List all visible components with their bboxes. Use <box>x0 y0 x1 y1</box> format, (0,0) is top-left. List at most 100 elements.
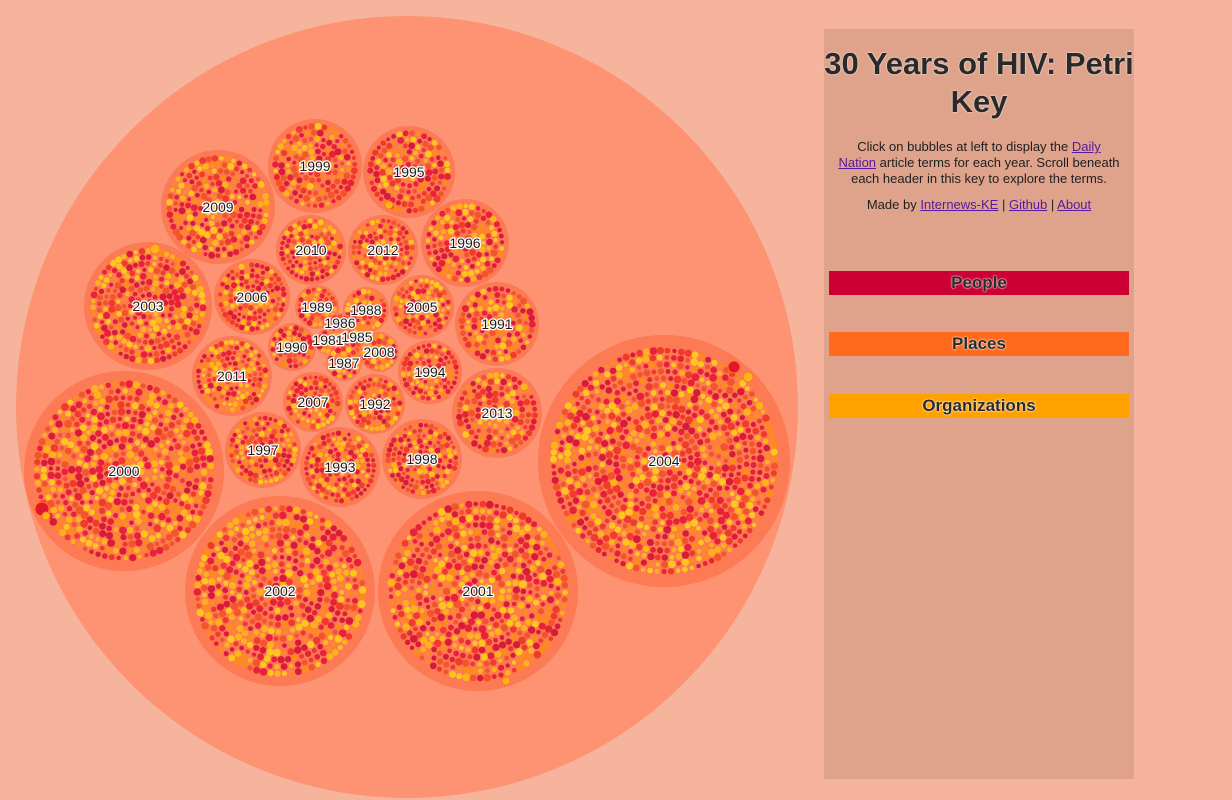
term-dot[interactable] <box>208 578 216 586</box>
term-dot[interactable] <box>608 555 613 560</box>
term-dot[interactable] <box>443 161 451 168</box>
term-dot[interactable] <box>664 347 671 354</box>
term-dot[interactable] <box>97 294 103 301</box>
term-dot[interactable] <box>401 235 406 240</box>
term-dot[interactable] <box>275 461 282 468</box>
term-dot[interactable] <box>499 246 504 251</box>
term-dot[interactable] <box>303 195 310 202</box>
term-dot[interactable] <box>301 292 307 298</box>
term-dot[interactable] <box>485 220 491 226</box>
term-dot[interactable] <box>379 345 385 351</box>
term-dot[interactable] <box>614 397 622 405</box>
term-dot[interactable] <box>388 163 393 168</box>
term-dot[interactable] <box>633 505 640 512</box>
term-dot[interactable] <box>442 186 447 191</box>
term-dot[interactable] <box>372 416 377 421</box>
term-dot[interactable] <box>328 605 335 613</box>
term-dot[interactable] <box>408 619 416 627</box>
term-dot[interactable] <box>224 642 230 648</box>
term-dot[interactable] <box>423 331 428 336</box>
term-dot[interactable] <box>439 297 445 302</box>
term-dot[interactable] <box>164 251 170 257</box>
term-dot[interactable] <box>48 479 55 486</box>
term-dot[interactable] <box>386 242 390 246</box>
term-dot[interactable] <box>455 657 463 666</box>
term-dot[interactable] <box>286 330 292 336</box>
term-dot[interactable] <box>252 376 258 383</box>
term-dot[interactable] <box>40 473 48 481</box>
term-dot[interactable] <box>632 477 640 485</box>
term-dot[interactable] <box>222 587 229 594</box>
term-dot[interactable] <box>495 601 502 608</box>
term-dot[interactable] <box>716 370 723 377</box>
term-dot[interactable] <box>610 531 618 540</box>
term-dot[interactable] <box>282 357 287 361</box>
term-dot[interactable] <box>373 410 379 416</box>
term-dot[interactable] <box>441 320 446 325</box>
term-dot[interactable] <box>608 412 616 420</box>
term-dot[interactable] <box>106 477 113 484</box>
term-dot[interactable] <box>735 421 740 426</box>
term-dot[interactable] <box>236 372 242 378</box>
term-dot[interactable] <box>148 392 157 400</box>
term-dot[interactable] <box>161 490 167 496</box>
term-dot[interactable] <box>282 608 287 613</box>
term-dot[interactable] <box>421 344 426 349</box>
term-dot[interactable] <box>676 444 682 451</box>
term-dot[interactable] <box>287 448 293 454</box>
term-dot[interactable] <box>115 324 122 330</box>
term-dot[interactable] <box>259 507 265 514</box>
term-dot[interactable] <box>614 558 619 563</box>
term-dot[interactable] <box>543 546 549 552</box>
term-dot[interactable] <box>89 549 94 555</box>
term-dot[interactable] <box>381 358 388 364</box>
term-dot[interactable] <box>160 350 165 355</box>
term-dot[interactable] <box>492 304 500 311</box>
term-dot[interactable] <box>561 582 569 589</box>
term-dot[interactable] <box>243 211 251 218</box>
term-dot[interactable] <box>418 365 423 370</box>
term-dot[interactable] <box>410 578 415 584</box>
term-dot[interactable] <box>333 447 338 452</box>
term-dot[interactable] <box>757 462 764 469</box>
term-dot[interactable] <box>258 372 263 376</box>
term-dot[interactable] <box>119 506 125 512</box>
term-dot[interactable] <box>375 276 380 281</box>
term-dot[interactable] <box>400 226 406 231</box>
term-dot[interactable] <box>433 230 439 237</box>
term-dot[interactable] <box>158 262 163 268</box>
term-dot[interactable] <box>156 305 162 312</box>
term-dot[interactable] <box>146 542 155 551</box>
term-dot[interactable] <box>334 457 341 463</box>
term-dot[interactable] <box>312 568 320 576</box>
term-dot[interactable] <box>527 582 533 588</box>
term-dot[interactable] <box>80 445 88 454</box>
term-dot[interactable] <box>209 346 215 352</box>
term-dot[interactable] <box>287 648 295 656</box>
term-dot[interactable] <box>195 234 201 240</box>
term-dot[interactable] <box>338 359 344 365</box>
term-dot[interactable] <box>385 457 392 464</box>
term-dot[interactable] <box>223 300 229 306</box>
term-dot[interactable] <box>473 653 481 661</box>
term-dot[interactable] <box>432 366 438 372</box>
term-dot[interactable] <box>341 452 346 457</box>
term-dot[interactable] <box>337 436 342 441</box>
term-dot[interactable] <box>605 419 610 424</box>
term-dot[interactable] <box>287 336 292 341</box>
term-dot[interactable] <box>289 585 296 592</box>
term-dot[interactable] <box>252 580 257 585</box>
term-dot[interactable] <box>311 129 317 136</box>
term-dot[interactable] <box>84 477 90 483</box>
term-dot[interactable] <box>335 259 341 265</box>
term-dot[interactable] <box>340 441 346 447</box>
term-dot[interactable] <box>525 603 531 609</box>
term-dot[interactable] <box>444 505 453 513</box>
term-dot[interactable] <box>651 410 660 418</box>
term-dot[interactable] <box>105 411 110 417</box>
term-dot[interactable] <box>440 532 445 538</box>
term-dot[interactable] <box>368 388 372 393</box>
term-dot[interactable] <box>263 462 270 469</box>
term-dot[interactable] <box>373 377 378 382</box>
term-dot[interactable] <box>308 543 316 551</box>
